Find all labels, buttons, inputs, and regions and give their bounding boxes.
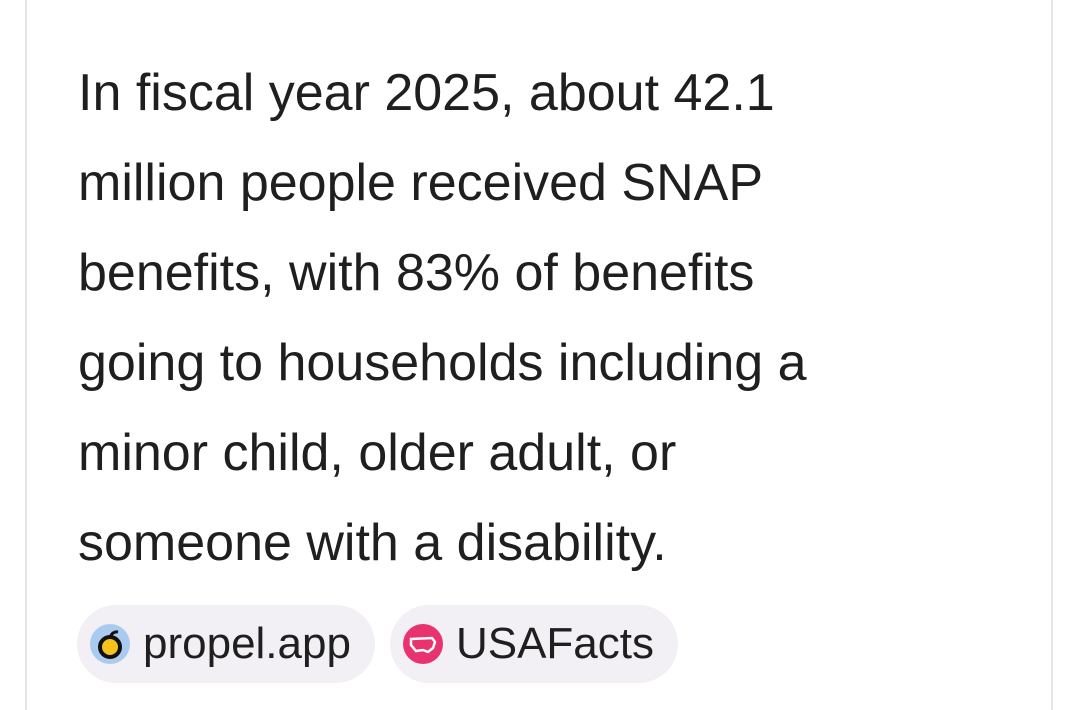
usafacts-icon — [402, 624, 443, 664]
answer-line: minor child, older adult, or — [78, 424, 677, 482]
answer-line: million people received SNAP — [78, 154, 764, 212]
answer-text: In fiscal year 2025, about 42.1 million p… — [78, 48, 807, 588]
propel-icon — [90, 624, 130, 664]
answer-line: going to households including a — [78, 334, 807, 392]
answer-line: someone with a disability. — [78, 514, 667, 572]
source-label: propel.app — [143, 619, 351, 668]
source-label: USAFacts — [455, 619, 654, 668]
page: In fiscal year 2025, about 42.1 million p… — [25, 0, 1053, 710]
source-chip[interactable]: propel.app — [77, 605, 375, 683]
answer-card — [25, 0, 1053, 710]
source-chips: propel.app USAFacts — [77, 605, 678, 683]
source-chip[interactable]: USAFacts — [389, 605, 678, 683]
answer-line: benefits, with 83% of benefits — [78, 244, 755, 302]
answer-line: In fiscal year 2025, about 42.1 — [78, 64, 775, 122]
